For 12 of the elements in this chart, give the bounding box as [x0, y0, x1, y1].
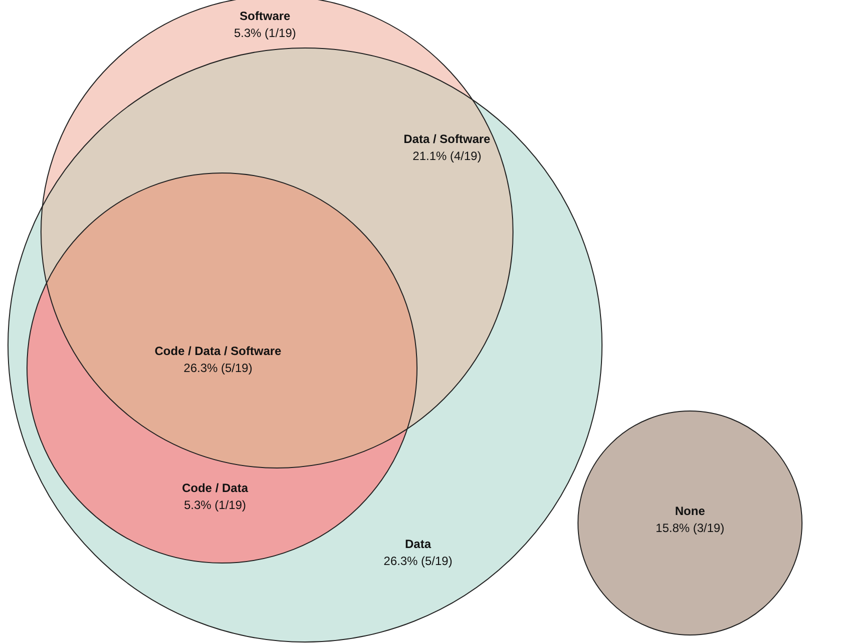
category-label: Data — [404, 537, 432, 551]
category-label: Code / Data / Software — [154, 344, 282, 358]
data-label: 15.8% (3/19) — [656, 521, 724, 535]
category-label: None — [675, 504, 706, 518]
data-label: 21.1% (4/19) — [412, 149, 482, 163]
data-label: 5.3% (1/19) — [184, 498, 246, 512]
data-label: 26.3% (5/19) — [184, 361, 252, 375]
data-label: 26.3% (5/19) — [384, 554, 452, 568]
category-label: Data / Software — [404, 132, 491, 146]
data-label: 5.3% (1/19) — [234, 26, 296, 40]
category-label: Software — [240, 9, 291, 23]
category-label: Code / Data — [182, 481, 248, 495]
